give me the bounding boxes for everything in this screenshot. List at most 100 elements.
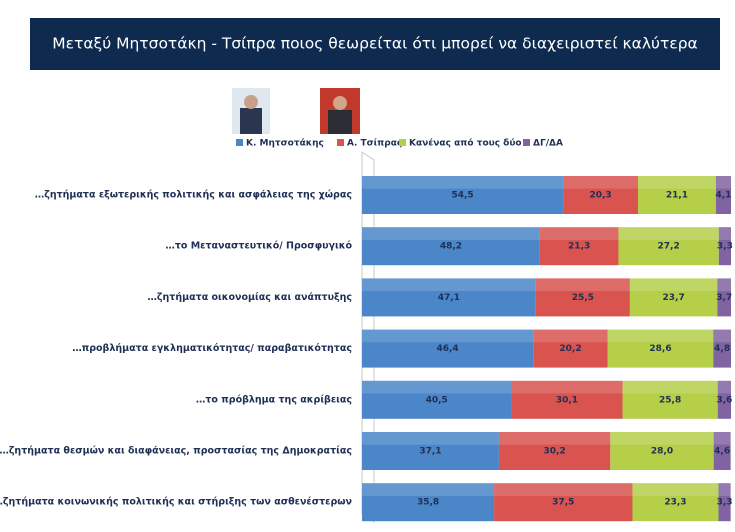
value-label: 3,6 [716, 395, 732, 405]
legend-label: Κανένας από τους δύο [409, 138, 522, 149]
category-label: …ζητήματα θεσμών και διαφάνειας, προστασ… [0, 446, 352, 457]
value-label: 3,3 [717, 242, 733, 252]
bar-shine [717, 278, 731, 292]
value-label: 4,1 [715, 191, 731, 201]
value-label: 47,1 [438, 293, 460, 303]
bar-segment [539, 227, 619, 266]
bar-segment [362, 432, 499, 470]
bar-shine [718, 483, 731, 496]
category-label: …ζητήματα οικονομίας και ανάπτυξης [147, 292, 352, 303]
category-label: …το Μεταναστευτικό/ Προσφυγικό [165, 241, 352, 252]
bar-shine [539, 227, 619, 240]
chart-title: Μεταξύ Μητσοτάκη - Τσίπρα ποιος θεωρείτα… [52, 35, 698, 53]
bar-segment [618, 227, 719, 266]
bar-shine [607, 329, 714, 343]
bar-segment [362, 329, 534, 368]
bar-shine [535, 278, 630, 292]
category-label: …ζητήματα κοινωνικής πολιτικής και στήρι… [0, 497, 353, 508]
bar-segment [610, 432, 714, 470]
bar-shine [362, 329, 534, 343]
value-label: 37,5 [552, 498, 574, 508]
value-label: 46,4 [436, 344, 458, 354]
value-label: 20,3 [589, 191, 611, 201]
category-label: …το πρόβλημα της ακρίβειας [196, 394, 352, 405]
bar-segment [717, 380, 731, 419]
value-label: 4,8 [714, 344, 730, 354]
bar-segment [362, 227, 540, 266]
legend-label: Κ. Μητσοτάκης [246, 139, 324, 149]
value-label: 4,6 [714, 447, 730, 457]
bar-segment [535, 278, 630, 317]
bar-shine [362, 176, 564, 189]
bar-shine [717, 380, 731, 394]
bar-shine [362, 432, 499, 445]
legend-swatch [337, 139, 344, 146]
bar-segment [494, 483, 633, 522]
bar-shine [638, 176, 716, 189]
bar-segment [713, 432, 731, 470]
value-label: 20,2 [559, 344, 581, 354]
bar-shine [632, 483, 719, 496]
bar-shine [362, 278, 536, 292]
bar-segment [718, 227, 731, 266]
title-banner [30, 18, 720, 70]
value-label: 25,8 [659, 395, 681, 405]
bar-segment [607, 329, 714, 368]
bar-segment [713, 329, 731, 368]
bar-segment [718, 483, 731, 522]
legend-label: ΔΓ/ΔΑ [533, 139, 563, 149]
legend-swatch [399, 139, 406, 146]
bar-segment [533, 329, 608, 368]
value-label: 48,2 [440, 242, 462, 252]
value-label: 23,3 [664, 498, 686, 508]
bar-shine [498, 432, 611, 445]
bar-shine [622, 380, 718, 394]
category-label: …ζητήματα εξωτερικής πολιτικής και ασφάλ… [35, 190, 352, 201]
value-label: 30,2 [544, 447, 566, 457]
bar-shine [718, 227, 731, 240]
value-label: 3,3 [717, 498, 733, 508]
bar-shine [362, 227, 540, 240]
value-label: 21,1 [666, 191, 688, 201]
value-label: 25,5 [572, 293, 594, 303]
bar-segment [717, 278, 731, 317]
bar-shine [629, 278, 718, 292]
legend-swatch [236, 139, 243, 146]
bar-segment [498, 432, 611, 470]
value-label: 27,2 [658, 242, 680, 252]
bar-segment [362, 176, 564, 214]
bar-segment [629, 278, 718, 317]
bar-shine [715, 176, 731, 189]
bar-shine [618, 227, 719, 240]
bar-shine [713, 432, 731, 445]
value-label: 23,7 [663, 293, 685, 303]
legend-swatch [523, 139, 530, 146]
portrait-left [232, 88, 270, 134]
bar-segment [632, 483, 719, 522]
value-label: 37,1 [419, 447, 441, 457]
bar-shine [494, 483, 633, 496]
bar-segment [362, 380, 512, 419]
bar-segment [622, 380, 718, 419]
legend-label: Α. Τσίπρας [347, 138, 402, 149]
value-label: 3,7 [716, 293, 732, 303]
portrait-right [320, 88, 360, 134]
value-label: 54,5 [451, 191, 473, 201]
value-label: 30,1 [556, 395, 578, 405]
value-label: 28,0 [651, 447, 673, 457]
bar-shine [362, 380, 512, 394]
bar-shine [563, 176, 639, 189]
bar-segment [362, 483, 495, 522]
bar-shine [713, 329, 731, 343]
bar-segment [638, 176, 716, 214]
bar-segment [563, 176, 639, 214]
bar-segment [362, 278, 536, 317]
category-label: …προβλήματα εγκληματικότητας/ παραβατικό… [72, 343, 352, 354]
bar-shine [511, 380, 623, 394]
bar-segment [511, 380, 623, 419]
value-label: 28,6 [649, 344, 671, 354]
bar-shine [610, 432, 714, 445]
bar-shine [533, 329, 608, 343]
value-label: 21,3 [568, 242, 590, 252]
